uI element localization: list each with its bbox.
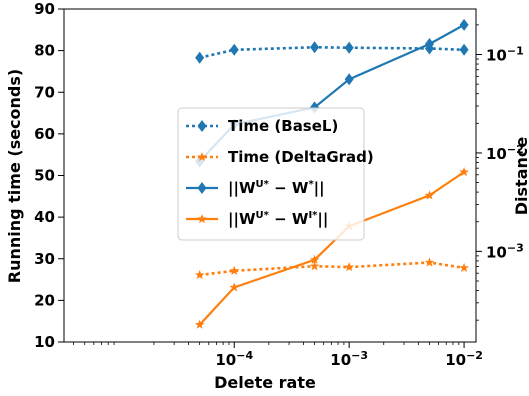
x-tick-label-2: 10−2	[445, 349, 483, 369]
x-axis-label: Delete rate	[214, 373, 316, 392]
y-axis-label-left: Running time (seconds)	[5, 69, 24, 283]
data-point-s1-4	[424, 257, 435, 267]
data-point-s1-1	[229, 265, 240, 275]
legend-swatch-marker-3	[197, 213, 207, 224]
series-line-0	[199, 45, 465, 59]
data-point-s3-1	[229, 282, 240, 292]
data-point-s1-3	[344, 262, 354, 272]
data-point-s1-2	[309, 261, 320, 271]
x-tick-label-1: 10−3	[330, 349, 368, 369]
data-point-s3-4	[424, 190, 435, 200]
data-point-s0-0	[195, 51, 205, 64]
legend-swatch-marker-2	[197, 182, 207, 194]
y-left-tick-label-4: 50	[34, 167, 55, 185]
legend-label-2: ||WU* − W*||	[228, 179, 325, 198]
y-left-tick-label-8: 90	[34, 0, 55, 18]
data-point-s3-0	[194, 319, 205, 329]
data-point-s2-3	[344, 73, 354, 86]
y-left-tick-label-6: 70	[34, 83, 55, 101]
y-right-tick-label-1: 10−2	[486, 143, 524, 163]
legend-label-0: Time (BaseL)	[228, 117, 338, 135]
y-right-tick-label-0: 10−3	[486, 241, 524, 261]
y-left-tick-label-0: 10	[34, 333, 55, 351]
data-point-s0-1	[229, 43, 239, 56]
data-point-s3-5	[459, 166, 469, 177]
data-point-s1-0	[194, 269, 205, 280]
series-line-3	[198, 171, 465, 326]
legend-label-1: Time (DeltaGrad)	[228, 148, 374, 166]
data-point-s2-4	[424, 37, 434, 50]
y-left-tick-label-1: 20	[34, 291, 55, 309]
x-tick-label-0: 10−4	[215, 349, 253, 369]
y-axis-label-right: Distance	[512, 137, 529, 216]
data-point-s1-5	[459, 262, 469, 273]
series-line-1	[199, 261, 465, 277]
legend-box	[177, 107, 365, 241]
data-point-s3-2	[309, 254, 320, 264]
legend-swatch-marker-1	[197, 151, 207, 162]
y-right-tick-label-2: 10−1	[486, 45, 524, 65]
legend-label-3: ||WU* − WI*||	[228, 210, 328, 229]
y-left-tick-label-5: 60	[34, 125, 55, 143]
y-left-tick-label-7: 80	[34, 42, 55, 60]
y-left-tick-label-2: 30	[34, 250, 55, 268]
data-point-s0-5	[459, 43, 469, 56]
chart-axes: 10−4 10−3 10−2 10 20 30 40 50 60 70 80 90 10−3 10−2 10…	[34, 0, 524, 369]
legend: Time (BaseL) Time (DeltaGrad) ||WU* − W*||…	[177, 107, 374, 241]
data-point-s0-3	[344, 41, 354, 54]
data-point-s2-5	[459, 18, 469, 31]
data-point-s0-2	[310, 41, 320, 54]
legend-swatch-marker-0	[197, 120, 207, 132]
y-left-tick-label-3: 40	[34, 208, 55, 226]
